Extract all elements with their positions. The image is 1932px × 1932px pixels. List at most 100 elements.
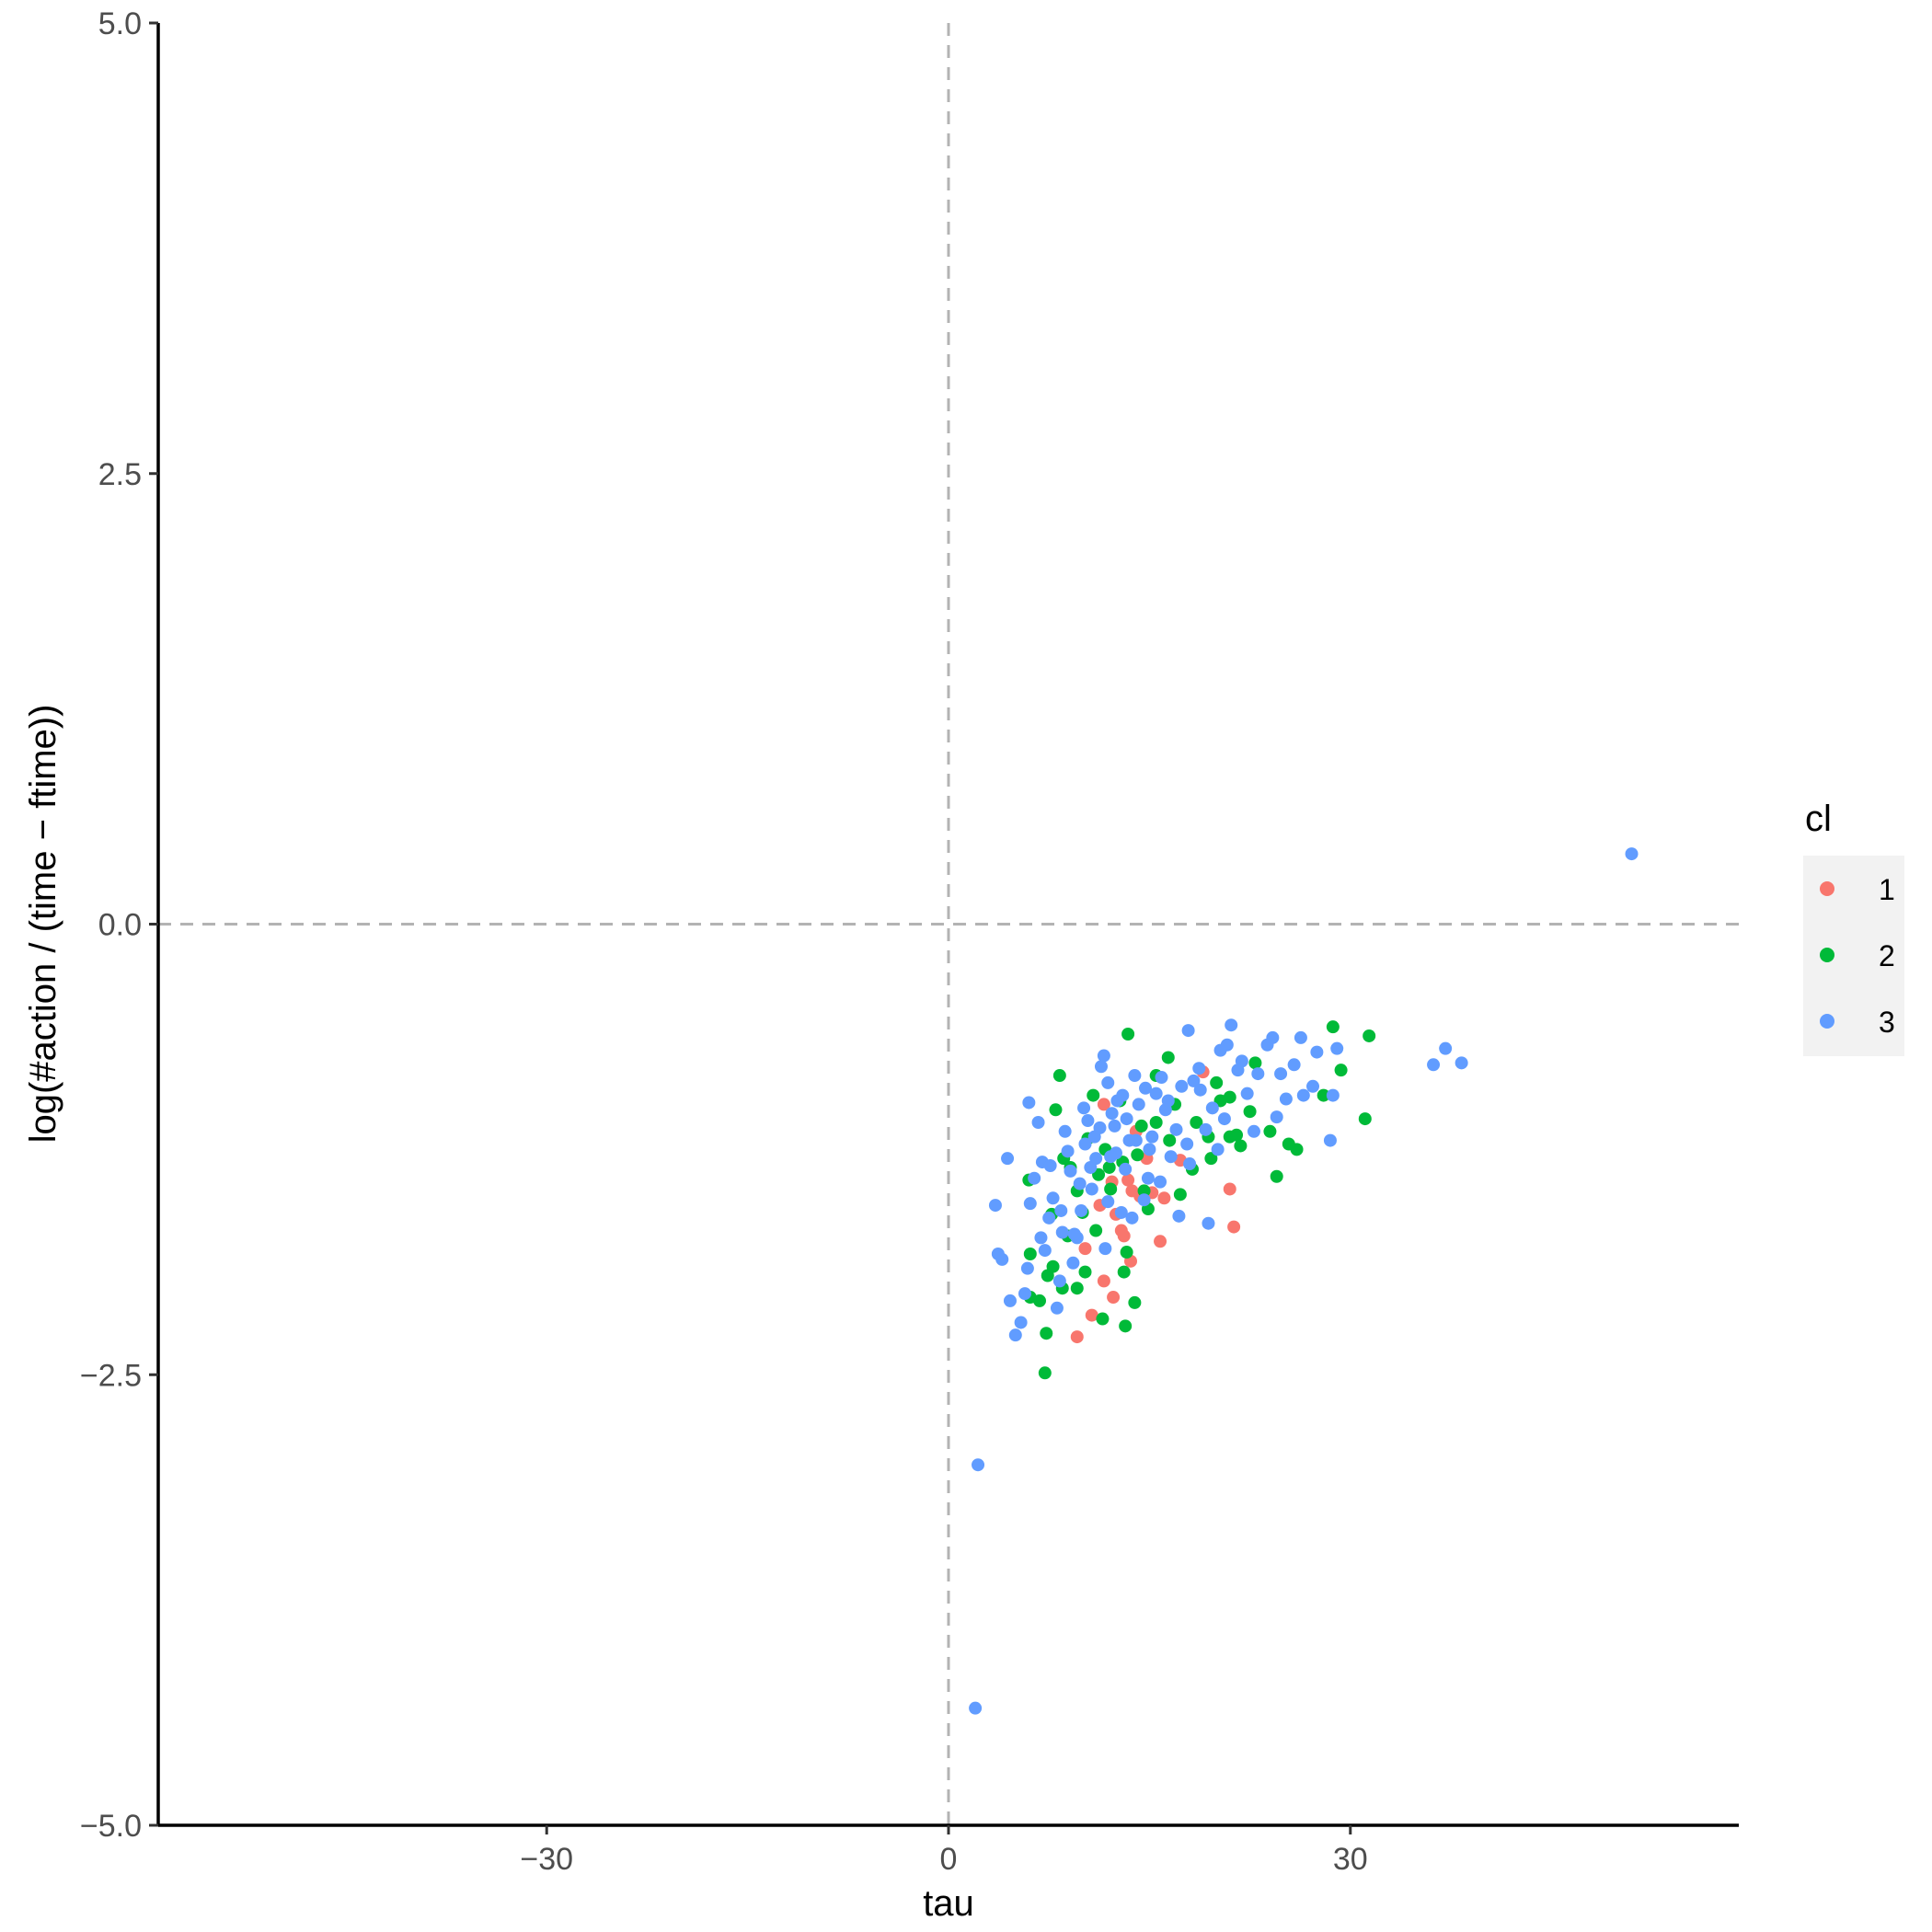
point-cl-3 bbox=[1161, 1094, 1175, 1108]
point-cl-3 bbox=[1145, 1130, 1159, 1144]
point-cl-3 bbox=[1296, 1088, 1310, 1102]
x-axis-title: tau bbox=[923, 1883, 974, 1924]
point-cl-3 bbox=[1294, 1030, 1307, 1044]
point-cl-3 bbox=[1077, 1101, 1091, 1115]
point-cl-2 bbox=[1117, 1265, 1131, 1279]
point-cl-2 bbox=[1334, 1064, 1348, 1077]
point-cl-2 bbox=[1223, 1130, 1236, 1144]
point-cl-3 bbox=[1101, 1075, 1115, 1089]
point-cl-2 bbox=[1131, 1148, 1144, 1162]
point-cl-2 bbox=[1234, 1139, 1248, 1153]
point-cl-2 bbox=[1040, 1327, 1053, 1340]
point-cl-2 bbox=[1078, 1265, 1092, 1279]
point-cl-1 bbox=[1223, 1182, 1236, 1196]
x-tick-label: 0 bbox=[940, 1842, 958, 1877]
point-cl-2 bbox=[1096, 1312, 1110, 1326]
point-cl-2 bbox=[1089, 1224, 1103, 1237]
point-cl-2 bbox=[1163, 1133, 1177, 1147]
point-cl-2 bbox=[1358, 1112, 1372, 1126]
point-cl-3 bbox=[1066, 1256, 1080, 1270]
point-cl-3 bbox=[972, 1458, 985, 1472]
point-cl-3 bbox=[1199, 1122, 1213, 1136]
point-cl-3 bbox=[1427, 1058, 1441, 1072]
point-cl-3 bbox=[1205, 1101, 1219, 1115]
y-tick-label: 0.0 bbox=[98, 908, 142, 943]
point-cl-3 bbox=[1326, 1088, 1340, 1102]
point-cl-3 bbox=[1061, 1144, 1075, 1158]
point-cl-2 bbox=[1087, 1088, 1100, 1102]
point-cl-2 bbox=[1190, 1115, 1203, 1129]
point-cl-3 bbox=[1020, 1261, 1034, 1275]
point-cl-2 bbox=[1134, 1119, 1148, 1133]
point-cl-3 bbox=[1211, 1143, 1225, 1156]
point-cl-3 bbox=[1058, 1124, 1072, 1138]
point-cl-1 bbox=[1121, 1173, 1135, 1187]
point-cl-3 bbox=[1154, 1175, 1167, 1189]
point-cl-2 bbox=[1038, 1366, 1052, 1380]
legend-label-3: 3 bbox=[1879, 1006, 1895, 1039]
legend-label-1: 1 bbox=[1879, 873, 1895, 906]
point-cl-3 bbox=[1028, 1171, 1041, 1185]
point-cl-3 bbox=[1169, 1122, 1183, 1136]
y-tick-label: 2.5 bbox=[98, 457, 142, 492]
point-cl-2 bbox=[1049, 1103, 1063, 1117]
point-cl-2 bbox=[1104, 1182, 1118, 1196]
x-ticks: −30 0 30 bbox=[520, 1825, 1368, 1877]
point-cl-3 bbox=[1310, 1045, 1324, 1059]
point-cl-3 bbox=[1192, 1062, 1206, 1075]
point-cl-2 bbox=[1363, 1029, 1376, 1042]
legend-label-2: 2 bbox=[1879, 939, 1895, 972]
point-cl-3 bbox=[1034, 1231, 1048, 1245]
point-cl-1 bbox=[1097, 1274, 1110, 1288]
point-cl-3 bbox=[1101, 1195, 1115, 1209]
point-cl-3 bbox=[1139, 1081, 1153, 1095]
point-cl-1 bbox=[1125, 1184, 1139, 1198]
point-cl-1 bbox=[1227, 1220, 1241, 1234]
point-cl-3 bbox=[1104, 1150, 1118, 1164]
point-cl-3 bbox=[1180, 1137, 1194, 1151]
legend-key-2 bbox=[1820, 948, 1834, 962]
point-cl-3 bbox=[1073, 1177, 1087, 1190]
point-cl-3 bbox=[1141, 1171, 1155, 1185]
point-cl-1 bbox=[1070, 1330, 1084, 1344]
point-cl-3 bbox=[1274, 1067, 1288, 1081]
point-cl-2 bbox=[1243, 1105, 1257, 1119]
point-cl-3 bbox=[1164, 1150, 1178, 1164]
point-cl-3 bbox=[1001, 1152, 1015, 1166]
point-cl-3 bbox=[1172, 1209, 1186, 1223]
point-cl-3 bbox=[1306, 1079, 1320, 1093]
point-cl-2 bbox=[1204, 1152, 1218, 1166]
point-cl-2 bbox=[1121, 1027, 1135, 1041]
y-axis-title: log(#action / (time − ftime)) bbox=[23, 705, 63, 1144]
point-cl-3 bbox=[1094, 1060, 1108, 1074]
point-cl-3 bbox=[1023, 1197, 1037, 1211]
legend: cl 1 2 3 bbox=[1803, 799, 1904, 1056]
point-cl-3 bbox=[1323, 1133, 1337, 1147]
point-cl-3 bbox=[1155, 1071, 1168, 1085]
point-cl-2 bbox=[1282, 1137, 1295, 1151]
point-cl-1 bbox=[1085, 1308, 1098, 1322]
point-cl-3 bbox=[1143, 1143, 1156, 1156]
point-cl-3 bbox=[1129, 1133, 1143, 1147]
point-cl-2 bbox=[1120, 1246, 1133, 1259]
point-cl-3 bbox=[1187, 1074, 1201, 1087]
point-cl-3 bbox=[1042, 1211, 1056, 1225]
point-cl-3 bbox=[1175, 1079, 1189, 1093]
point-cl-3 bbox=[1064, 1164, 1077, 1178]
point-cl-3 bbox=[1052, 1274, 1066, 1288]
point-cl-3 bbox=[1097, 1049, 1110, 1063]
point-cl-2 bbox=[1270, 1169, 1283, 1183]
point-cl-2 bbox=[1263, 1124, 1277, 1138]
point-cl-3 bbox=[1043, 1159, 1057, 1173]
point-cl-1 bbox=[1114, 1224, 1128, 1237]
point-cl-3 bbox=[1081, 1114, 1095, 1128]
reference-lines bbox=[158, 23, 1739, 1825]
point-cl-3 bbox=[1213, 1043, 1227, 1057]
point-cl-3 bbox=[1137, 1193, 1151, 1207]
point-cl-3 bbox=[1075, 1203, 1088, 1217]
point-cl-3 bbox=[1625, 847, 1639, 861]
point-cl-3 bbox=[1108, 1119, 1121, 1133]
point-cl-2 bbox=[1161, 1051, 1175, 1064]
legend-key-1 bbox=[1820, 881, 1834, 896]
point-cl-1 bbox=[1078, 1242, 1092, 1256]
